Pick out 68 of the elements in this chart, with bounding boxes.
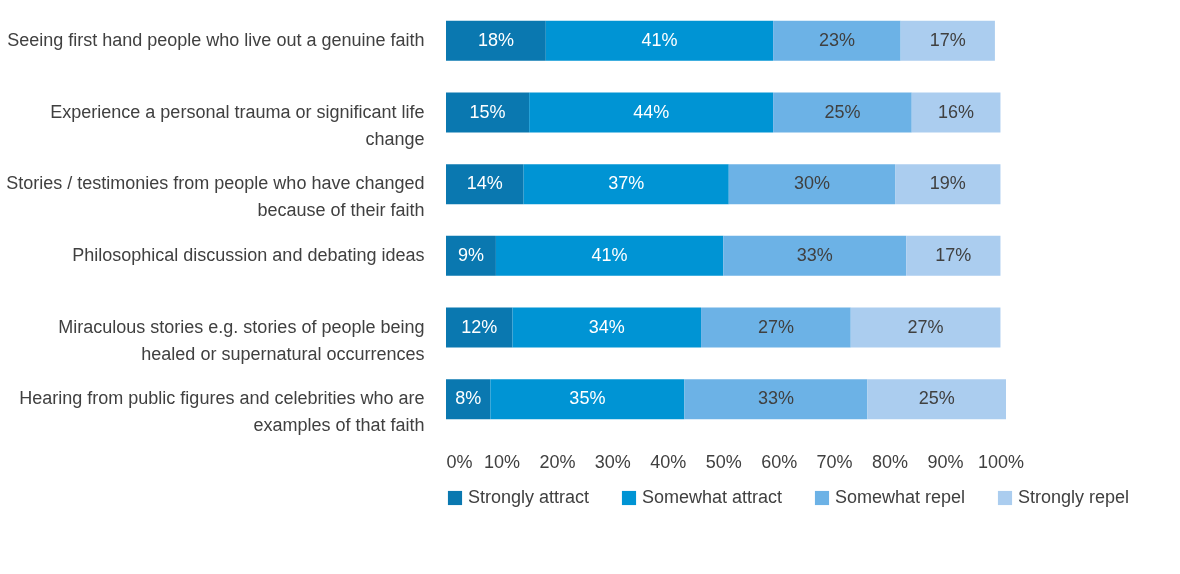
- y-tick-label: Philosophical discussion and debating ideas: [72, 244, 425, 265]
- bar: [490, 379, 685, 420]
- data-label: 41%: [591, 244, 628, 265]
- bar: [723, 235, 907, 276]
- data-label: 41%: [641, 29, 678, 50]
- x-tick-label: 50%: [705, 451, 742, 472]
- data-label: 17%: [935, 244, 972, 265]
- data-label: 14%: [466, 173, 503, 194]
- x-tick-label: 90%: [927, 451, 964, 472]
- y-tick-label: Hearing from public figures and celebrities who are examples of that faith: [19, 388, 425, 436]
- data-label: 25%: [918, 388, 955, 409]
- data-label: 33%: [796, 244, 833, 265]
- bar: [446, 307, 513, 348]
- y-tick-label: Stories / testimonies from people who have changed because of their faith: [6, 173, 425, 221]
- x-tick-label: 60%: [761, 451, 798, 472]
- bar: [446, 235, 496, 276]
- y-tick-label: Experience a personal trauma or significant life change: [50, 101, 425, 149]
- legend-label: Strongly repel: [1018, 487, 1130, 507]
- bar: [895, 164, 1001, 205]
- bar: [850, 307, 1001, 348]
- bar: [773, 20, 901, 61]
- x-tick-label: 80%: [872, 451, 909, 472]
- bar: [446, 164, 524, 205]
- data-label: 15%: [469, 101, 506, 122]
- data-label: 25%: [824, 101, 861, 122]
- bar: [529, 92, 774, 133]
- x-tick-label: 40%: [650, 451, 687, 472]
- data-label: 17%: [929, 29, 966, 50]
- data-label: 18%: [477, 29, 514, 50]
- data-label: 8%: [455, 388, 482, 409]
- data-label: 34%: [588, 316, 625, 337]
- legend-label: Somewhat repel: [835, 487, 966, 507]
- data-label: 37%: [608, 173, 645, 194]
- data-label: 35%: [569, 388, 606, 409]
- bar: [906, 235, 1001, 276]
- y-tick-label: Miraculous stories e.g. stories of people being healed or supernatural occurrences: [58, 316, 425, 364]
- data-label: 44%: [633, 101, 670, 122]
- data-label: 30%: [793, 173, 830, 194]
- data-label: 27%: [757, 316, 794, 337]
- bar: [523, 164, 729, 205]
- x-tick-label: 30%: [594, 451, 631, 472]
- bar: [446, 20, 546, 61]
- x-tick-label: 100%: [977, 451, 1024, 472]
- data-label: 33%: [757, 388, 794, 409]
- y-tick-label: Seeing first hand people who live out a genuine faith: [7, 29, 425, 50]
- bar: [684, 379, 868, 420]
- data-label: 19%: [929, 173, 966, 194]
- x-tick-label: 70%: [816, 451, 853, 472]
- bar: [911, 92, 1001, 133]
- bar: [495, 235, 724, 276]
- data-label: 27%: [907, 316, 944, 337]
- x-tick-label: 20%: [539, 451, 576, 472]
- data-label: 9%: [457, 244, 484, 265]
- bar: [900, 20, 995, 61]
- bar: [446, 92, 530, 133]
- bar: [701, 307, 851, 348]
- bar: [773, 92, 912, 133]
- legend-label: Somewhat attract: [642, 487, 783, 507]
- data-label: 16%: [938, 101, 975, 122]
- bar: [728, 164, 896, 205]
- x-tick-label: 10%: [483, 451, 520, 472]
- bar: [512, 307, 702, 348]
- x-tick-label: 0%: [446, 451, 473, 472]
- data-label: 23%: [818, 29, 855, 50]
- bar: [867, 379, 1006, 420]
- bar: [545, 20, 774, 61]
- legend-label: Strongly attract: [468, 487, 590, 507]
- data-label: 12%: [461, 316, 498, 337]
